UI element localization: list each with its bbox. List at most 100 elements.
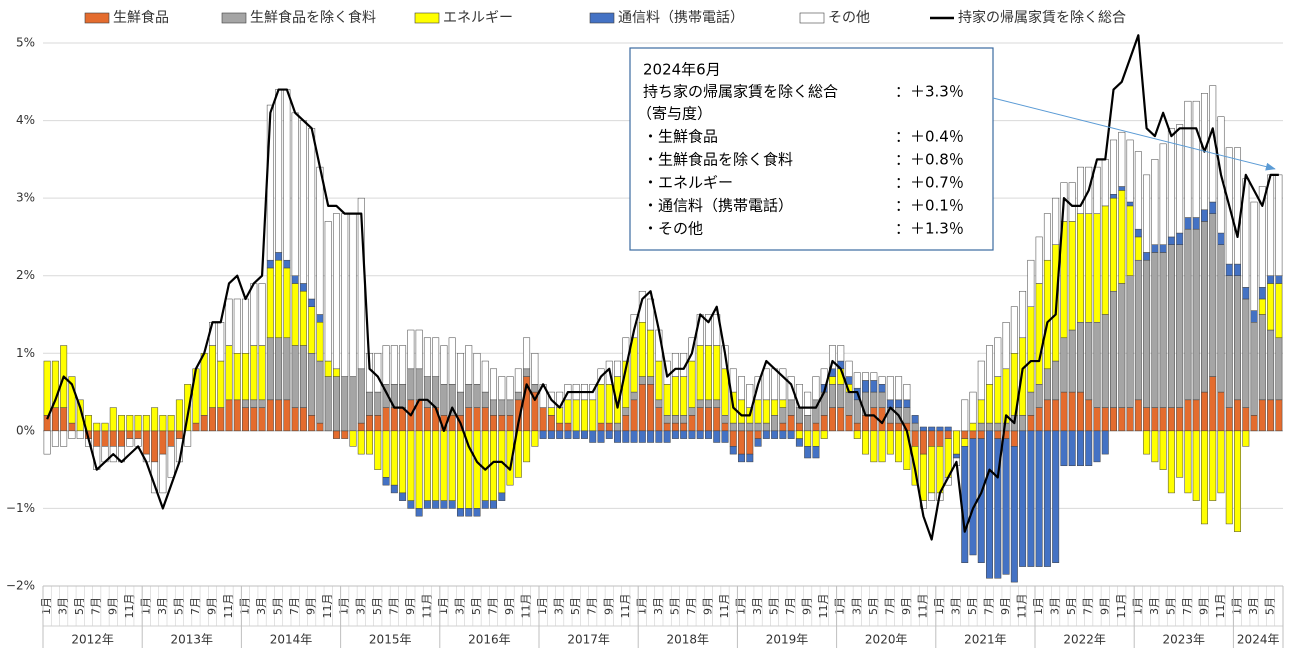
bar-segment <box>787 415 795 432</box>
bar-segment <box>952 430 960 455</box>
bar-segment <box>1176 232 1184 245</box>
bar-segment <box>952 453 960 459</box>
x-tick-label: 3月 <box>553 597 566 615</box>
bar-segment <box>837 345 845 362</box>
x-tick-label: 7月 <box>685 597 698 615</box>
y-tick-label: 1% <box>16 346 35 360</box>
bar-segment <box>547 430 555 439</box>
bar-segment <box>1275 174 1283 276</box>
bar-segment <box>1060 391 1068 432</box>
bar-segment <box>1110 194 1118 199</box>
bar-segment <box>473 353 481 385</box>
bar-segment <box>1275 283 1283 339</box>
bar-segment <box>1093 430 1101 463</box>
bar-segment <box>51 360 59 408</box>
bar-segment <box>1101 314 1109 408</box>
bar-segment <box>1118 283 1126 408</box>
bar-segment <box>614 430 622 443</box>
bar-segment <box>547 415 555 432</box>
bar-segment <box>853 422 861 432</box>
x-tick-label: 7月 <box>90 597 103 615</box>
bar-segment <box>531 353 539 385</box>
bar-segment <box>688 407 696 416</box>
bar-segment <box>671 415 679 424</box>
bar-segment <box>1192 228 1200 401</box>
bar-segment <box>886 376 894 401</box>
bar-segment <box>564 430 572 439</box>
bar-segment <box>1159 244 1167 253</box>
bar-segment <box>886 422 894 432</box>
bar-segment <box>845 415 853 432</box>
bar-segment <box>390 345 398 385</box>
bar-segment <box>696 399 704 408</box>
bar-segment <box>622 430 630 443</box>
bar-segment <box>1093 407 1101 432</box>
bar-segment <box>531 384 539 393</box>
bar-segment <box>299 345 307 408</box>
x-tick-label: 7月 <box>288 597 301 615</box>
bar-segment <box>498 376 506 401</box>
bar-segment <box>564 422 572 432</box>
bar-segment <box>1234 430 1242 532</box>
bar-segment <box>779 422 787 432</box>
annotation-box <box>629 47 994 251</box>
bar-segment <box>1134 259 1142 401</box>
bar-segment <box>1060 430 1068 467</box>
year-label: 2023年 <box>1163 633 1206 647</box>
x-tick-label: 7月 <box>784 597 797 615</box>
bar-segment <box>324 376 332 432</box>
bar-segment <box>200 353 208 416</box>
bar-segment <box>680 376 688 416</box>
year-label: 2015年 <box>369 633 412 647</box>
bar-segment <box>903 399 911 408</box>
bar-segment <box>1234 275 1242 401</box>
bar-segment <box>1225 430 1233 525</box>
bar-segment <box>118 415 126 432</box>
annotation-item: ・通信料（携帯電話） <box>643 197 793 215</box>
bar-segment <box>1242 298 1250 408</box>
bar-segment <box>523 337 531 370</box>
x-tick-label: 11月 <box>123 594 136 619</box>
year-label: 2020年 <box>865 633 908 647</box>
bar-segment <box>647 384 655 432</box>
bar-segment <box>655 399 663 408</box>
bar-segment <box>473 407 481 432</box>
bar-segment <box>506 430 514 486</box>
x-tick-label: 11月 <box>420 594 433 619</box>
bar-segment <box>1019 290 1027 339</box>
bar-segment <box>828 407 836 432</box>
bar-segment <box>903 407 911 424</box>
x-tick-label: 5月 <box>1264 597 1277 615</box>
x-tick-label: 11月 <box>222 594 235 619</box>
bar-segment <box>473 384 481 408</box>
x-tick-label: 11月 <box>619 594 632 619</box>
bar-segment <box>1076 322 1084 393</box>
bar-segment <box>944 426 952 432</box>
bar-segment <box>713 430 721 443</box>
bar-segment <box>663 384 671 416</box>
bar-segment <box>680 422 688 432</box>
bar-segment <box>1143 430 1151 455</box>
legend-label: 持家の帰属家賃を除く総合 <box>958 9 1126 26</box>
bar-segment <box>762 430 770 439</box>
bar-segment <box>506 376 514 401</box>
bar-segment <box>523 368 531 377</box>
bar-segment <box>308 298 316 307</box>
x-tick-label: 3月 <box>255 597 268 615</box>
annotation-item: ・その他 <box>643 220 703 238</box>
bar-segment <box>895 422 903 432</box>
bar-segment <box>961 438 969 447</box>
x-tick-label: 9月 <box>801 597 814 615</box>
x-tick-label: 5月 <box>569 597 582 615</box>
bar-segment <box>68 376 76 424</box>
bar-segment <box>101 430 109 447</box>
bar-segment <box>1143 259 1151 408</box>
bar-segment <box>580 399 588 432</box>
bar-segment <box>481 500 489 509</box>
x-tick-label: 7月 <box>883 597 896 615</box>
bar-segment <box>1110 290 1118 408</box>
x-tick-label: 5月 <box>172 597 185 615</box>
bar-segment <box>1258 399 1266 432</box>
bar-segment <box>696 430 704 439</box>
